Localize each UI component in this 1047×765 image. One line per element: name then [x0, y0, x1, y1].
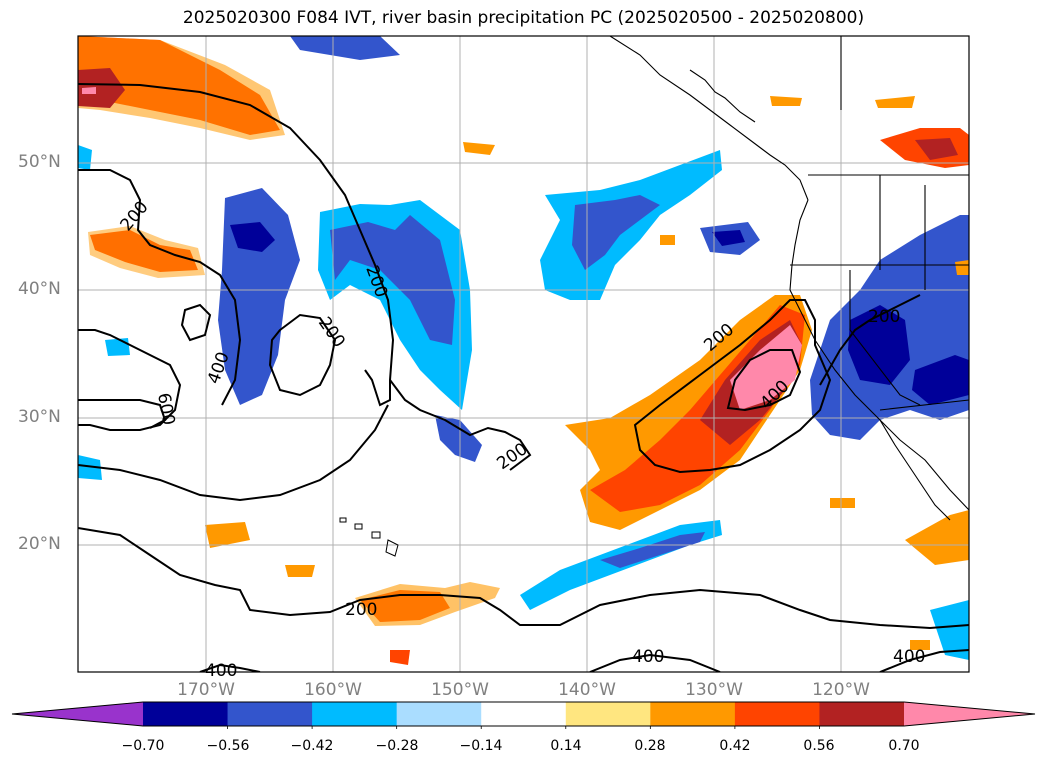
orange-region-south-7: [770, 96, 802, 106]
lon-label: 130°W: [685, 680, 743, 700]
contour-400-ar: [726, 349, 802, 412]
colorbar-extend-high: [904, 702, 1035, 726]
contour-200-left: [78, 329, 182, 431]
colorbar-tick-label: 0.42: [719, 738, 751, 754]
blue-core-1: [230, 222, 275, 252]
contour-label: 200: [345, 600, 377, 620]
lat-label: 40°N: [18, 279, 61, 299]
positive-anomaly-regions: [78, 36, 969, 665]
contour-label: 200: [868, 307, 900, 327]
colorbar-tick-label: −0.70: [121, 738, 165, 754]
blue-region-hawaii: [435, 415, 482, 462]
map-panel: 200 200 200 200 200 200 400 400 400 400 …: [77, 35, 970, 681]
contour-200-hawaii: [389, 379, 532, 471]
contour-label: 400: [893, 647, 925, 667]
contour-200-ar: [633, 299, 832, 474]
blue-region-southeast-corner: [930, 600, 969, 660]
coast-alaska-bc: [609, 36, 809, 201]
orange-region-south-1-outer: [355, 582, 500, 626]
lat-label: 30°N: [18, 407, 61, 427]
blue-region-northwest: [290, 36, 400, 60]
contour-label: 400: [205, 661, 237, 681]
lon-label: 140°W: [558, 680, 616, 700]
orange-region-southeast: [905, 510, 969, 565]
colorbar-tick-label: 0.28: [634, 738, 666, 754]
lon-label: 120°W: [812, 680, 870, 700]
contour-label: 400: [632, 647, 664, 667]
colorbar-segment: [650, 702, 736, 726]
colorbar-segment: [819, 702, 905, 726]
colorbar-segment: [481, 702, 567, 726]
colorbar-tick-label: 0.56: [803, 738, 835, 754]
lat-label: 50°N: [18, 152, 61, 172]
blue-region-far-west: [78, 455, 102, 480]
blue-region-midpacific-east-inner: [330, 215, 455, 345]
orange-region-aleutians-outer: [78, 36, 285, 140]
blue-region-west-small: [105, 338, 130, 356]
orange-region-west-outer: [88, 226, 205, 278]
ivt-contours: [78, 83, 969, 672]
colorbar-segments: [12, 702, 1035, 726]
blue-core-2: [712, 230, 745, 246]
coastlines: [609, 36, 969, 521]
orange-region-ne-small: [955, 260, 969, 275]
contour-200-west: [78, 169, 242, 406]
darkred-core-canada: [915, 138, 958, 160]
blue-region-far-west-2: [78, 145, 92, 170]
pink-core-ar-plume: [730, 325, 802, 410]
gridlines: [78, 36, 969, 672]
colorbar-tick-label: −0.28: [375, 738, 419, 754]
contour-200-north: [78, 83, 395, 407]
map-title: 2025020300 F084 IVT, river basin precipi…: [182, 8, 865, 28]
blue-core-nevada: [912, 355, 969, 405]
orange-region-se-small: [910, 640, 930, 650]
orange-region-small-mid: [660, 235, 675, 245]
colorbar-segment: [227, 702, 313, 726]
contour-400-southeast: [879, 649, 969, 672]
red-core-aleutians: [78, 68, 125, 108]
colorbar-tick-label: −0.14: [459, 738, 503, 754]
orange-region-south-2: [205, 522, 250, 548]
coast-baja: [879, 419, 951, 521]
contour-400-southwest: [199, 663, 261, 672]
orange-region-canada-small: [875, 96, 915, 108]
contour-200-south: [78, 527, 969, 630]
negative-anomaly-regions: [78, 36, 969, 660]
map-frame: [77, 35, 970, 673]
orange-region-south-3: [285, 565, 315, 577]
lon-label: 150°W: [431, 680, 489, 700]
colorbar-segment: [565, 702, 651, 726]
colorbar-outline: [11, 701, 1036, 727]
contour-400-south: [589, 653, 721, 672]
lat-label: 20°N: [18, 534, 61, 554]
coast-bc-islands: [689, 69, 756, 123]
lon-label: 160°W: [304, 680, 362, 700]
colorbar: [11, 701, 1036, 729]
contour-200-small-1: [180, 303, 212, 342]
blue-region-northeast-pacific-inner: [572, 195, 660, 270]
orange-region-south-6: [463, 142, 495, 155]
hawaiian-islands: [339, 517, 399, 557]
contour-400-west: [78, 404, 389, 502]
coast-pacific-northwest: [789, 199, 969, 511]
border-mexico: [879, 399, 969, 411]
contour-200-coast: [819, 294, 921, 386]
lon-label: 170°W: [177, 680, 235, 700]
colorbar-tick-label: 0.70: [888, 738, 920, 754]
colorbar-extend-low: [12, 702, 143, 726]
orange-region-south-4: [390, 650, 410, 665]
contour-200-inner: [268, 313, 337, 397]
colorbar-segment: [143, 702, 229, 726]
colorbar-segment: [312, 702, 398, 726]
colorbar-tick-label: −0.56: [206, 738, 250, 754]
pink-core-aleutians: [82, 87, 96, 94]
colorbar-segment: [396, 702, 482, 726]
orange-region-south-5: [830, 498, 855, 508]
contour-600: [78, 399, 167, 429]
colorbar-tick-label: 0.14: [550, 738, 582, 754]
blue-band-south-inner: [600, 532, 705, 568]
colorbar-tick-label: −0.42: [290, 738, 334, 754]
colorbar-segment: [734, 702, 820, 726]
border-states-4: [849, 270, 921, 406]
